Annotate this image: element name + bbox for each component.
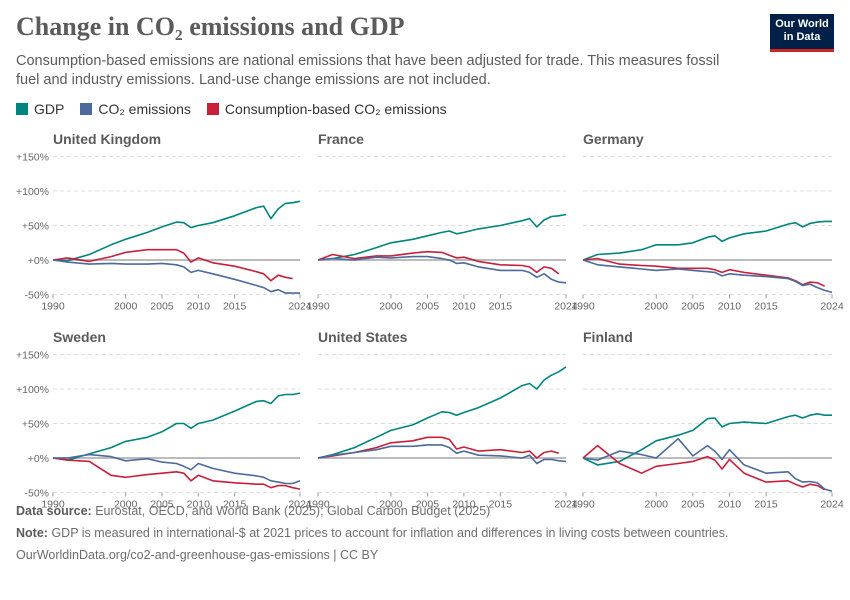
- y-tick-label: +150%: [16, 350, 49, 362]
- x-tick-label: 2015: [754, 499, 778, 511]
- gdp-line: [582, 220, 832, 261]
- x-tick-label: 2000: [114, 499, 138, 511]
- x-tick-label: 1990: [41, 301, 65, 313]
- panel-title: United Kingdom: [53, 131, 161, 147]
- x-tick-label: 2015: [489, 499, 513, 511]
- legend: GDP CO₂ emissions Consumption-based CO₂ …: [16, 101, 447, 117]
- legend-swatch: [206, 103, 219, 115]
- x-tick-label: 2010: [452, 301, 476, 313]
- consumption-co2-line: [582, 257, 826, 287]
- x-tick-label: 2024: [288, 499, 312, 511]
- panel-title: France: [318, 131, 364, 147]
- owid-logo[interactable]: Our World in Data: [770, 14, 834, 52]
- y-tick-label: +0%: [28, 453, 49, 465]
- co2-line: [582, 259, 833, 294]
- panel-title: Finland: [583, 329, 633, 345]
- x-tick-label: 2024: [820, 499, 844, 511]
- panel-title: Sweden: [53, 329, 106, 345]
- x-tick-label: 2005: [681, 499, 705, 511]
- gdp-line: [52, 200, 301, 262]
- x-tick-label: 2024: [554, 499, 578, 511]
- legend-label: Consumption-based CO₂ emissions: [224, 101, 447, 117]
- x-tick-label: 2000: [379, 301, 403, 313]
- legend-label: CO₂ emissions: [98, 101, 191, 117]
- y-tick-label: +0%: [28, 255, 49, 267]
- x-tick-label: 2010: [718, 499, 742, 511]
- x-tick-label: 2000: [379, 499, 403, 511]
- consumption-co2-line: [317, 436, 559, 459]
- source-label: Data source:: [16, 504, 92, 518]
- x-tick-label: 2005: [416, 499, 440, 511]
- x-tick-label: 2005: [681, 301, 705, 313]
- x-tick-label: 2005: [416, 301, 440, 313]
- chart-subtitle: Consumption-based emissions are national…: [16, 53, 720, 88]
- footer: Data source: Eurostat, OECD, and World B…: [16, 500, 728, 566]
- y-tick-label: +100%: [16, 186, 49, 198]
- note-label: Note:: [16, 526, 48, 540]
- data-source: Eurostat, OECD, and World Bank (2025); G…: [95, 504, 491, 518]
- x-tick-label: 2010: [452, 499, 476, 511]
- y-tick-label: +150%: [16, 152, 49, 164]
- y-tick-label: -50%: [24, 488, 49, 500]
- consumption-co2-line: [52, 457, 301, 490]
- co2-line: [317, 444, 567, 465]
- x-tick-label: 2015: [223, 499, 247, 511]
- x-tick-label: 2015: [754, 301, 778, 313]
- y-tick-label: +50%: [22, 419, 49, 431]
- x-tick-label: 1990: [571, 499, 595, 511]
- legend-item-consumption[interactable]: Consumption-based CO₂ emissions: [206, 101, 447, 117]
- consumption-co2-line: [52, 248, 293, 282]
- x-tick-label: 2005: [150, 301, 174, 313]
- x-tick-label: 2005: [150, 499, 174, 511]
- co2-line: [582, 437, 833, 492]
- co2-line: [52, 259, 300, 294]
- panel-title: Germany: [583, 131, 644, 147]
- x-tick-label: 2010: [187, 301, 211, 313]
- gdp-line: [52, 392, 301, 461]
- source-url[interactable]: OurWorldinData.org/co2-and-greenhouse-ga…: [16, 548, 379, 562]
- legend-item-gdp[interactable]: GDP: [16, 101, 64, 117]
- x-tick-label: 2024: [820, 301, 844, 313]
- x-tick-label: 2010: [187, 499, 211, 511]
- y-tick-label: -50%: [24, 290, 49, 302]
- legend-swatch: [16, 103, 28, 115]
- co2-line: [53, 453, 301, 485]
- x-tick-label: 2024: [554, 301, 578, 313]
- x-tick-label: 1990: [41, 499, 65, 511]
- x-tick-label: 2010: [718, 301, 742, 313]
- gdp-line: [317, 366, 567, 459]
- x-tick-label: 1990: [571, 301, 595, 313]
- x-tick-label: 2015: [489, 301, 513, 313]
- note: GDP is measured in international-$ at 20…: [51, 526, 729, 540]
- legend-label: GDP: [34, 101, 65, 117]
- x-tick-label: 2024: [288, 301, 312, 313]
- y-tick-label: +50%: [22, 221, 49, 233]
- x-tick-label: 2000: [645, 301, 669, 313]
- x-tick-label: 1990: [306, 301, 330, 313]
- x-tick-label: 2015: [223, 301, 247, 313]
- consumption-co2-line: [317, 250, 560, 275]
- co2-line: [317, 255, 567, 284]
- x-tick-label: 2000: [114, 301, 138, 313]
- legend-item-co2[interactable]: CO₂ emissions: [80, 101, 191, 117]
- consumption-co2-line: [582, 444, 826, 491]
- legend-swatch: [80, 103, 93, 115]
- chart-title: Change in CO₂ emissions and GDP: [16, 12, 405, 41]
- panel-title: United States: [318, 329, 408, 345]
- x-tick-label: 1990: [306, 499, 330, 511]
- gdp-line: [317, 213, 567, 261]
- x-tick-label: 2000: [645, 499, 669, 511]
- y-tick-label: +100%: [16, 384, 49, 396]
- gdp-line: [582, 412, 832, 466]
